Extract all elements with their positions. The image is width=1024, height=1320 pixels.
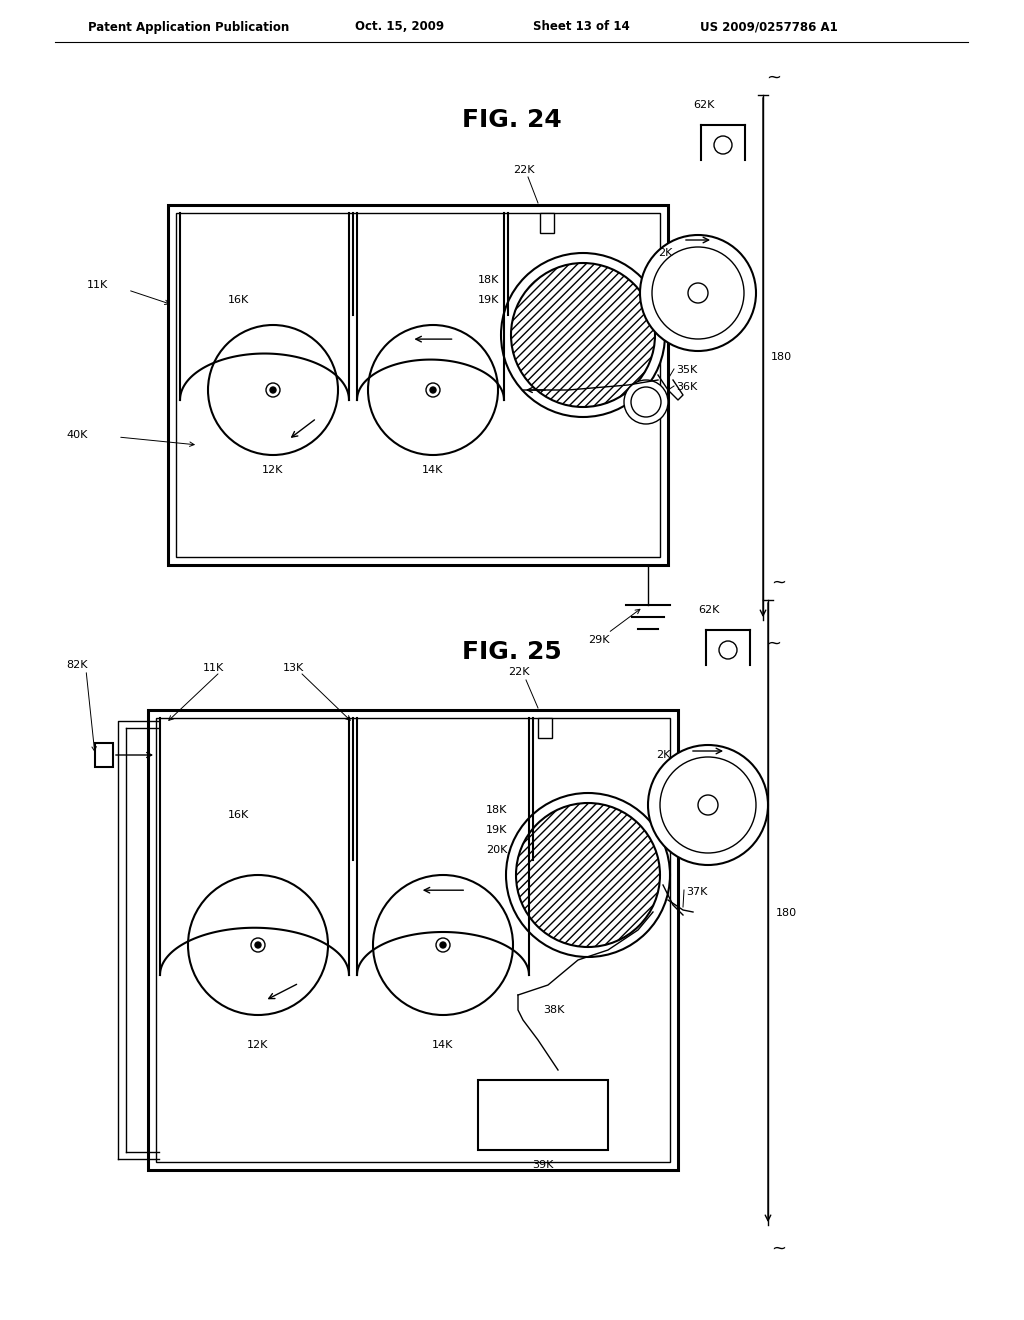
Text: 29K: 29K bbox=[588, 635, 609, 645]
Circle shape bbox=[255, 942, 261, 948]
Bar bbox=[176, 213, 660, 557]
Text: 2K: 2K bbox=[658, 248, 673, 257]
Text: 22K: 22K bbox=[513, 165, 535, 176]
Text: 37K: 37K bbox=[686, 887, 708, 898]
Text: ~: ~ bbox=[771, 1239, 786, 1258]
Bar bbox=[156, 718, 670, 1162]
Text: Sheet 13 of 14: Sheet 13 of 14 bbox=[534, 21, 630, 33]
Text: 180: 180 bbox=[771, 352, 793, 363]
Circle shape bbox=[266, 383, 280, 397]
Bar bbox=[168, 205, 668, 565]
Text: 40K: 40K bbox=[67, 430, 88, 440]
Circle shape bbox=[440, 942, 446, 948]
Circle shape bbox=[506, 793, 670, 957]
Text: 18K: 18K bbox=[486, 805, 507, 814]
Text: Oct. 15, 2009: Oct. 15, 2009 bbox=[355, 21, 444, 33]
Text: 11K: 11K bbox=[203, 663, 224, 673]
Circle shape bbox=[511, 263, 655, 407]
Text: US 2009/0257786 A1: US 2009/0257786 A1 bbox=[700, 21, 838, 33]
Text: 19K: 19K bbox=[478, 294, 500, 305]
Text: 62K: 62K bbox=[693, 100, 715, 110]
Circle shape bbox=[624, 380, 668, 424]
Circle shape bbox=[436, 939, 450, 952]
Text: 22K: 22K bbox=[508, 667, 529, 677]
Circle shape bbox=[516, 803, 660, 946]
Text: 14K: 14K bbox=[432, 1040, 454, 1049]
Text: 14K: 14K bbox=[422, 465, 443, 475]
Text: Patent Application Publication: Patent Application Publication bbox=[88, 21, 289, 33]
Text: ~: ~ bbox=[766, 635, 781, 653]
Bar bbox=[95, 743, 113, 767]
Circle shape bbox=[698, 795, 718, 814]
Text: FIG. 24: FIG. 24 bbox=[462, 108, 562, 132]
Text: FIG. 25: FIG. 25 bbox=[462, 640, 562, 664]
Text: 62K: 62K bbox=[698, 605, 720, 615]
Bar bbox=[148, 710, 678, 1170]
Circle shape bbox=[648, 744, 768, 865]
Text: ~: ~ bbox=[771, 574, 786, 591]
Bar bbox=[538, 718, 552, 738]
Text: ~: ~ bbox=[766, 69, 781, 87]
Circle shape bbox=[426, 383, 440, 397]
Bar bbox=[478, 1080, 608, 1150]
Text: 16K: 16K bbox=[228, 810, 249, 820]
Text: 39K: 39K bbox=[532, 1160, 554, 1170]
Text: 2K: 2K bbox=[656, 750, 671, 760]
Text: 19K: 19K bbox=[486, 825, 507, 836]
Text: 20K: 20K bbox=[486, 845, 507, 855]
Circle shape bbox=[430, 387, 436, 393]
Text: 35K: 35K bbox=[676, 366, 697, 375]
Circle shape bbox=[501, 253, 665, 417]
Text: 16K: 16K bbox=[228, 294, 249, 305]
Text: 38K: 38K bbox=[543, 1005, 564, 1015]
Text: 12K: 12K bbox=[262, 465, 284, 475]
Text: 12K: 12K bbox=[248, 1040, 268, 1049]
Bar bbox=[540, 213, 554, 234]
Text: 82K: 82K bbox=[67, 660, 88, 671]
Text: 36K: 36K bbox=[676, 381, 697, 392]
Circle shape bbox=[270, 387, 276, 393]
Text: 180: 180 bbox=[776, 908, 797, 917]
Circle shape bbox=[251, 939, 265, 952]
Circle shape bbox=[688, 282, 708, 304]
Text: 11K: 11K bbox=[87, 280, 108, 290]
Circle shape bbox=[640, 235, 756, 351]
Text: 18K: 18K bbox=[478, 275, 500, 285]
Text: 13K: 13K bbox=[283, 663, 304, 673]
